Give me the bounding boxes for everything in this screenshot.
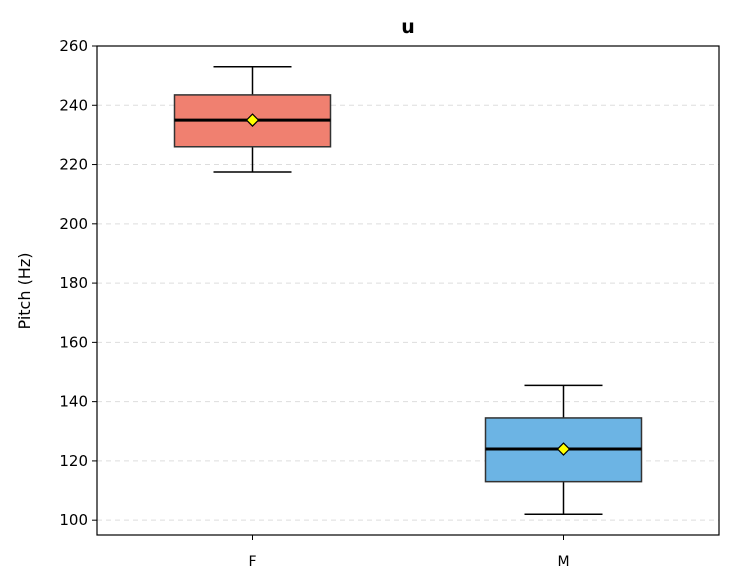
y-tick-label: 260 [59, 37, 88, 55]
x-tick-label: F [248, 554, 256, 570]
y-axis-label: Pitch (Hz) [15, 253, 34, 330]
y-tick-label: 180 [59, 274, 88, 292]
y-tick-label: 140 [59, 393, 88, 411]
y-tick-label: 160 [59, 333, 88, 351]
boxes [173, 65, 643, 516]
chart-title: u [401, 16, 415, 38]
mean-marker [245, 113, 260, 127]
y-tick-label: 200 [59, 215, 88, 233]
box-M [484, 384, 643, 516]
y-tick-label: 120 [59, 452, 88, 470]
y-tick-label: 240 [59, 96, 88, 114]
plot-frame [96, 45, 720, 536]
box-F [173, 65, 332, 173]
y-tick-label: 100 [59, 511, 88, 529]
y-tick-label: 220 [59, 156, 88, 174]
y-axis-ticks: 100 120 140 160 180 200 220 240 260 [59, 37, 97, 529]
mean-marker [556, 442, 571, 456]
x-tick-label: M [557, 554, 569, 570]
